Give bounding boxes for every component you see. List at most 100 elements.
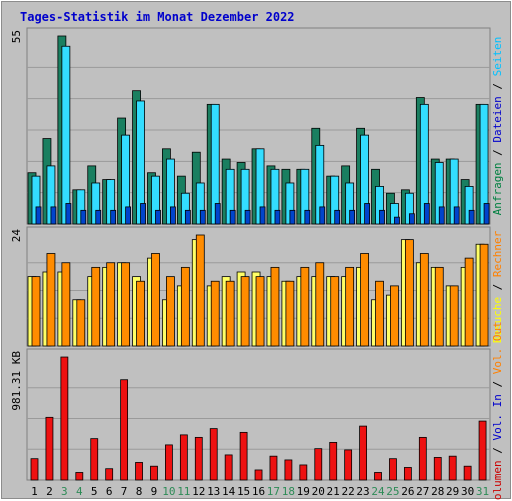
requests-bar-seiten-19 — [304, 209, 311, 225]
visits-bar-rechner-14 — [225, 280, 235, 347]
volume-bar-volumen-6 — [105, 468, 114, 481]
volume-bar-volumen-15 — [239, 431, 248, 481]
visits-bar-rechner-20 — [315, 262, 325, 347]
visits-bar-rechner-23 — [360, 253, 369, 347]
day-label-18: 18 — [282, 485, 295, 498]
volume-bar-volumen-13 — [209, 428, 218, 481]
visits-bar-rechner-28 — [434, 266, 444, 347]
requests-bar-seiten-21 — [334, 209, 341, 225]
volume-bar-volumen-19 — [299, 464, 308, 481]
requests-bar-seiten-29 — [453, 206, 460, 225]
visits-bar-rechner-29 — [449, 285, 459, 347]
day-label-31: 31 — [476, 485, 489, 498]
visits-legend: Besuche / Rechner — [491, 230, 504, 343]
legend-separator: / — [491, 440, 504, 460]
day-label-1: 1 — [31, 485, 38, 498]
visits-bar-rechner-1 — [31, 276, 41, 347]
legend-vol-in: Vol. In — [491, 394, 504, 440]
requests-bar-seiten-22 — [349, 209, 356, 225]
requests-bar-seiten-7 — [125, 206, 132, 225]
visits-bar-rechner-9 — [151, 253, 160, 347]
visits-bar-rechner-4 — [76, 299, 86, 347]
volume-bar-volumen-17 — [269, 455, 278, 481]
day-label-27: 27 — [416, 485, 429, 498]
volume-bar-volumen-24 — [374, 472, 382, 481]
requests-bar-seiten-20 — [319, 206, 326, 225]
legend-vol-out: Vol. Out — [491, 321, 504, 374]
visits-bar-rechner-17 — [270, 266, 280, 347]
day-label-5: 5 — [91, 485, 98, 498]
day-label-12: 12 — [192, 485, 205, 498]
requests-bar-dateien-3 — [61, 45, 71, 225]
visits-bar-rechner-16 — [255, 276, 265, 347]
visits-max-label: 24 — [10, 229, 23, 243]
day-label-15: 15 — [237, 485, 250, 498]
day-label-30: 30 — [461, 485, 474, 498]
volume-legend: Volumen / Vol. In / Vol. Out — [491, 321, 504, 500]
visits-bar-rechner-27 — [419, 253, 429, 347]
requests-bar-seiten-5 — [95, 209, 102, 225]
volume-max-label: 981.31 KB — [10, 351, 23, 411]
requests-max-label: 55 — [10, 30, 23, 43]
visits-bar-rechner-5 — [91, 266, 101, 347]
requests-bar-seiten-10 — [170, 206, 176, 225]
day-label-11: 11 — [177, 485, 190, 498]
requests-bar-seiten-4 — [80, 209, 87, 225]
day-label-4: 4 — [76, 485, 83, 498]
visits-bar-rechner-7 — [121, 262, 131, 347]
visits-bar-rechner-13 — [210, 280, 220, 347]
volume-bar-volumen-29 — [448, 455, 457, 481]
volume-bar-volumen-28 — [433, 457, 442, 481]
day-label-26: 26 — [401, 485, 414, 498]
volume-bar-volumen-25 — [389, 458, 397, 481]
day-label-2: 2 — [46, 485, 53, 498]
volume-bar-volumen-7 — [120, 379, 129, 481]
legend-dateien: Dateien — [491, 96, 504, 142]
requests-bar-seiten-23 — [364, 203, 370, 225]
visits-bar-rechner-31 — [479, 243, 489, 347]
volume-bar-volumen-2 — [45, 416, 54, 481]
day-label-20: 20 — [312, 485, 325, 498]
visits-bar-rechner-22 — [345, 266, 355, 347]
day-label-24: 24 — [371, 485, 385, 498]
requests-bar-seiten-13 — [214, 203, 221, 225]
day-label-10: 10 — [162, 485, 175, 498]
visits-bar-rechner-26 — [404, 239, 414, 347]
volume-bar-volumen-22 — [344, 449, 353, 481]
day-label-28: 28 — [431, 485, 444, 498]
legend-separator: / — [491, 374, 504, 394]
requests-bar-seiten-2 — [50, 206, 57, 225]
requests-bar-seiten-11 — [184, 209, 191, 225]
day-label-14: 14 — [222, 485, 236, 498]
visits-bar-rechner-30 — [464, 257, 474, 347]
requests-bar-seiten-8 — [140, 203, 146, 225]
day-label-17: 17 — [267, 485, 280, 498]
requests-bar-seiten-15 — [244, 209, 251, 225]
visits-bar-rechner-10 — [166, 276, 175, 347]
day-label-25: 25 — [386, 485, 399, 498]
day-label-19: 19 — [297, 485, 310, 498]
requests-panel: 55 Anfragen / Dateien / Seiten — [10, 27, 504, 225]
legend-separator: / — [491, 143, 504, 163]
legend-rechner: Rechner — [491, 230, 504, 277]
visits-bar-rechner-24 — [375, 280, 384, 347]
requests-bar-seiten-31 — [483, 203, 490, 225]
requests-bar-seiten-24 — [379, 209, 385, 225]
visits-bar-rechner-2 — [46, 253, 56, 347]
volume-bar-volumen-27 — [418, 436, 427, 481]
day-label-6: 6 — [106, 485, 113, 498]
volume-bar-volumen-16 — [254, 469, 263, 481]
visits-bar-rechner-11 — [180, 266, 190, 347]
requests-bar-seiten-27 — [423, 203, 430, 225]
chart-title: Tages-Statistik im Monat Dezember 2022 — [20, 10, 295, 24]
volume-bar-volumen-9 — [150, 465, 158, 481]
volume-bar-volumen-5 — [90, 438, 99, 481]
volume-bar-volumen-12 — [194, 436, 203, 481]
day-label-7: 7 — [121, 485, 128, 498]
requests-bar-seiten-28 — [438, 206, 445, 225]
visits-bar-rechner-6 — [106, 262, 116, 347]
legend-separator: / — [491, 277, 504, 297]
volume-bar-volumen-30 — [463, 465, 472, 481]
